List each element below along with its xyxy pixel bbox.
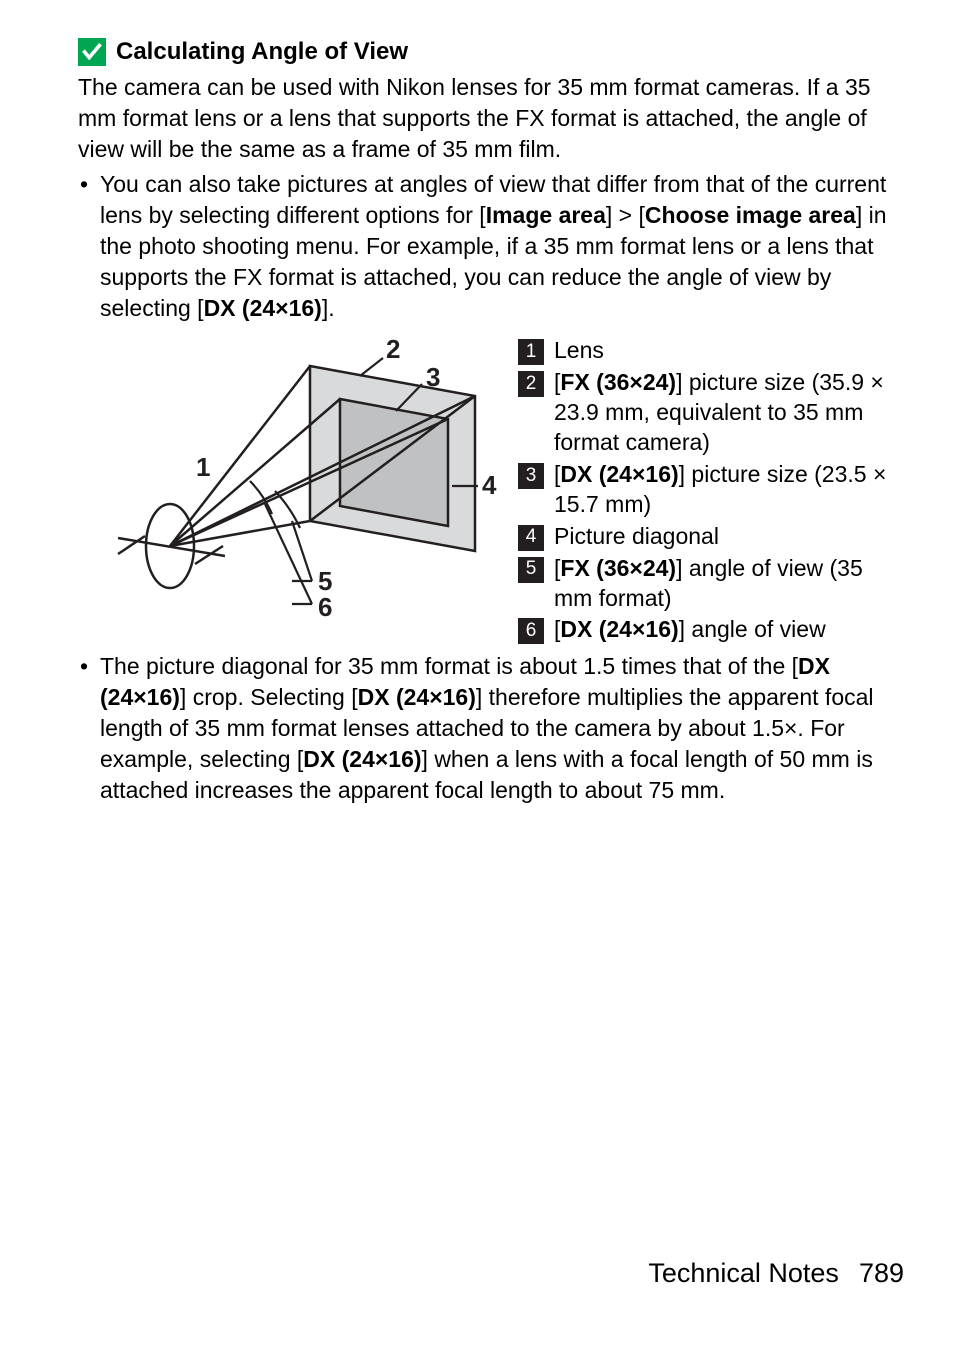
footer-section: Technical Notes (648, 1258, 839, 1289)
legend-num: 3 (518, 463, 544, 489)
bullet-focal-length: The picture diagonal for 35 mm format is… (78, 651, 904, 806)
legend-text: Picture diagonal (554, 522, 904, 552)
legend-num: 4 (518, 525, 544, 551)
section-header: Calculating Angle of View (78, 38, 904, 66)
legend-text: [FX (36×24)] picture size (35.9 × 23.9 m… (554, 368, 904, 458)
page-footer: Technical Notes 789 (648, 1258, 904, 1289)
page-number: 789 (859, 1258, 904, 1289)
legend-num: 2 (518, 371, 544, 397)
bullet-image-area: You can also take pictures at angles of … (78, 169, 904, 647)
legend-item-1: 1 Lens (518, 336, 904, 366)
legend-item-2: 2 [FX (36×24)] picture size (35.9 × 23.9… (518, 368, 904, 458)
check-icon (78, 38, 106, 66)
legend-item-3: 3 [DX (24×16)] picture size (23.5 × 15.7… (518, 460, 904, 520)
diagram-label-2: 2 (386, 336, 400, 364)
intro-paragraph: The camera can be used with Nikon lenses… (78, 72, 904, 165)
legend: 1 Lens 2 [FX (36×24)] picture size (35.9… (518, 336, 904, 647)
section-title: Calculating Angle of View (116, 38, 408, 66)
diagram-label-1: 1 (196, 452, 210, 482)
image-area-label: Image area (486, 202, 606, 228)
legend-item-5: 5 [FX (36×24)] angle of view (35 mm form… (518, 554, 904, 614)
document-page: Calculating Angle of View The camera can… (0, 0, 954, 807)
dx-label: DX (24×16) (204, 295, 322, 321)
dx-label: DX (24×16) (303, 746, 421, 772)
legend-num: 6 (518, 618, 544, 644)
legend-item-4: 4 Picture diagonal (518, 522, 904, 552)
angle-of-view-diagram: 1 2 3 4 5 6 (100, 336, 500, 647)
text: The picture diagonal for 35 mm format is… (100, 653, 798, 679)
legend-text: [DX (24×16)] picture size (23.5 × 15.7 m… (554, 460, 904, 520)
figure-row: 1 2 3 4 5 6 1 Lens 2 [FX (36× (100, 336, 904, 647)
diagram-label-6: 6 (318, 592, 332, 622)
text: ] crop. Selecting [ (180, 684, 358, 710)
legend-text: Lens (554, 336, 904, 366)
dx-label: DX (24×16) (358, 684, 476, 710)
choose-image-area-label: Choose image area (645, 202, 856, 228)
legend-num: 1 (518, 339, 544, 365)
legend-text: [FX (36×24)] angle of view (35 mm format… (554, 554, 904, 614)
diagram-label-4: 4 (482, 470, 497, 500)
text: ]. (322, 295, 335, 321)
diagram-label-3: 3 (426, 362, 440, 392)
legend-item-6: 6 [DX (24×16)] angle of view (518, 615, 904, 645)
legend-text: [DX (24×16)] angle of view (554, 615, 904, 645)
legend-num: 5 (518, 557, 544, 583)
text: ] > [ (606, 202, 645, 228)
